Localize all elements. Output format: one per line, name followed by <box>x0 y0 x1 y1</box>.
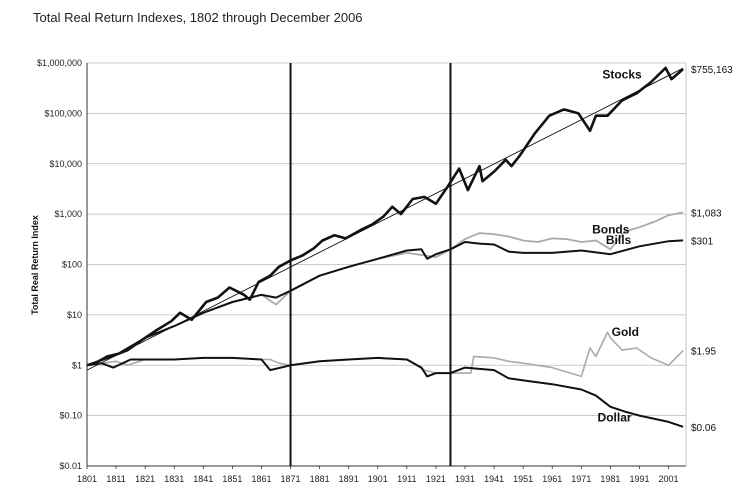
series-line-gold <box>86 331 684 378</box>
grid-lines <box>87 62 686 467</box>
y-tick-label: $1,000 <box>54 209 82 219</box>
x-tick-label: 1871 <box>281 474 301 484</box>
x-tick-label: 1841 <box>193 474 213 484</box>
y-tick-label: $0.10 <box>59 411 82 421</box>
series-name-stocks: Stocks <box>602 68 642 82</box>
y-tick-label: $10,000 <box>49 159 82 169</box>
y-tick-label: $1 <box>72 360 82 370</box>
y-tick-label: $100 <box>62 260 82 270</box>
x-tick-label: 1921 <box>426 474 446 484</box>
y-tick-label: $10 <box>67 310 82 320</box>
x-tick-label: 1911 <box>397 474 416 484</box>
x-tick-label: 1831 <box>164 474 184 484</box>
series-line-stocks <box>86 66 684 367</box>
series-name-gold: Gold <box>612 325 639 339</box>
end-value-gold: $1.95 <box>691 347 716 358</box>
end-value-bonds: $1,083 <box>691 208 722 219</box>
x-tick-label: 1931 <box>455 474 475 484</box>
axes: $1,000,000 $100,000 $10,000 $1,000 $100 $10 $1… <box>37 58 687 484</box>
x-tick-label: 1901 <box>368 474 388 484</box>
series-labels: Stocks $755,163 Bonds $1,083 Bills $301 Gold $1… <box>592 65 733 434</box>
series-name-bonds: Bonds <box>592 223 630 237</box>
chart-title: Total Real Return Indexes, 1802 through … <box>33 10 363 25</box>
y-axis-label: Total Real Return Index <box>30 215 40 315</box>
x-tick-label: 1951 <box>513 474 533 484</box>
x-tick-label: 2001 <box>659 474 679 484</box>
x-tick-label: 1891 <box>339 474 359 484</box>
series-line-dollar <box>86 356 684 428</box>
x-tick-label: 1991 <box>629 474 649 484</box>
end-value-dollar: $0.06 <box>691 423 716 434</box>
series-name-bills: Bills <box>606 233 632 247</box>
x-tick-label: 1821 <box>135 474 155 484</box>
x-tick-label: 1881 <box>310 474 330 484</box>
series-lines <box>86 66 684 428</box>
x-tick-label: 1941 <box>484 474 504 484</box>
x-tick-label: 1811 <box>106 474 125 484</box>
end-value-stocks: $755,163 <box>691 65 733 76</box>
series-name-dollar: Dollar <box>598 411 632 425</box>
x-tick-label: 1981 <box>600 474 620 484</box>
x-tick-label: 1851 <box>222 474 242 484</box>
x-tick-label: 1961 <box>542 474 562 484</box>
end-value-bills: $301 <box>691 236 714 247</box>
y-tick-label: $1,000,000 <box>37 58 82 68</box>
series-line-bills <box>86 239 684 367</box>
y-tick-label: $100,000 <box>44 108 82 118</box>
x-tick-label: 1801 <box>77 474 97 484</box>
x-tick-label: 1861 <box>251 474 271 484</box>
x-tick-label: 1971 <box>571 474 591 484</box>
y-tick-label: $0.01 <box>59 461 82 471</box>
